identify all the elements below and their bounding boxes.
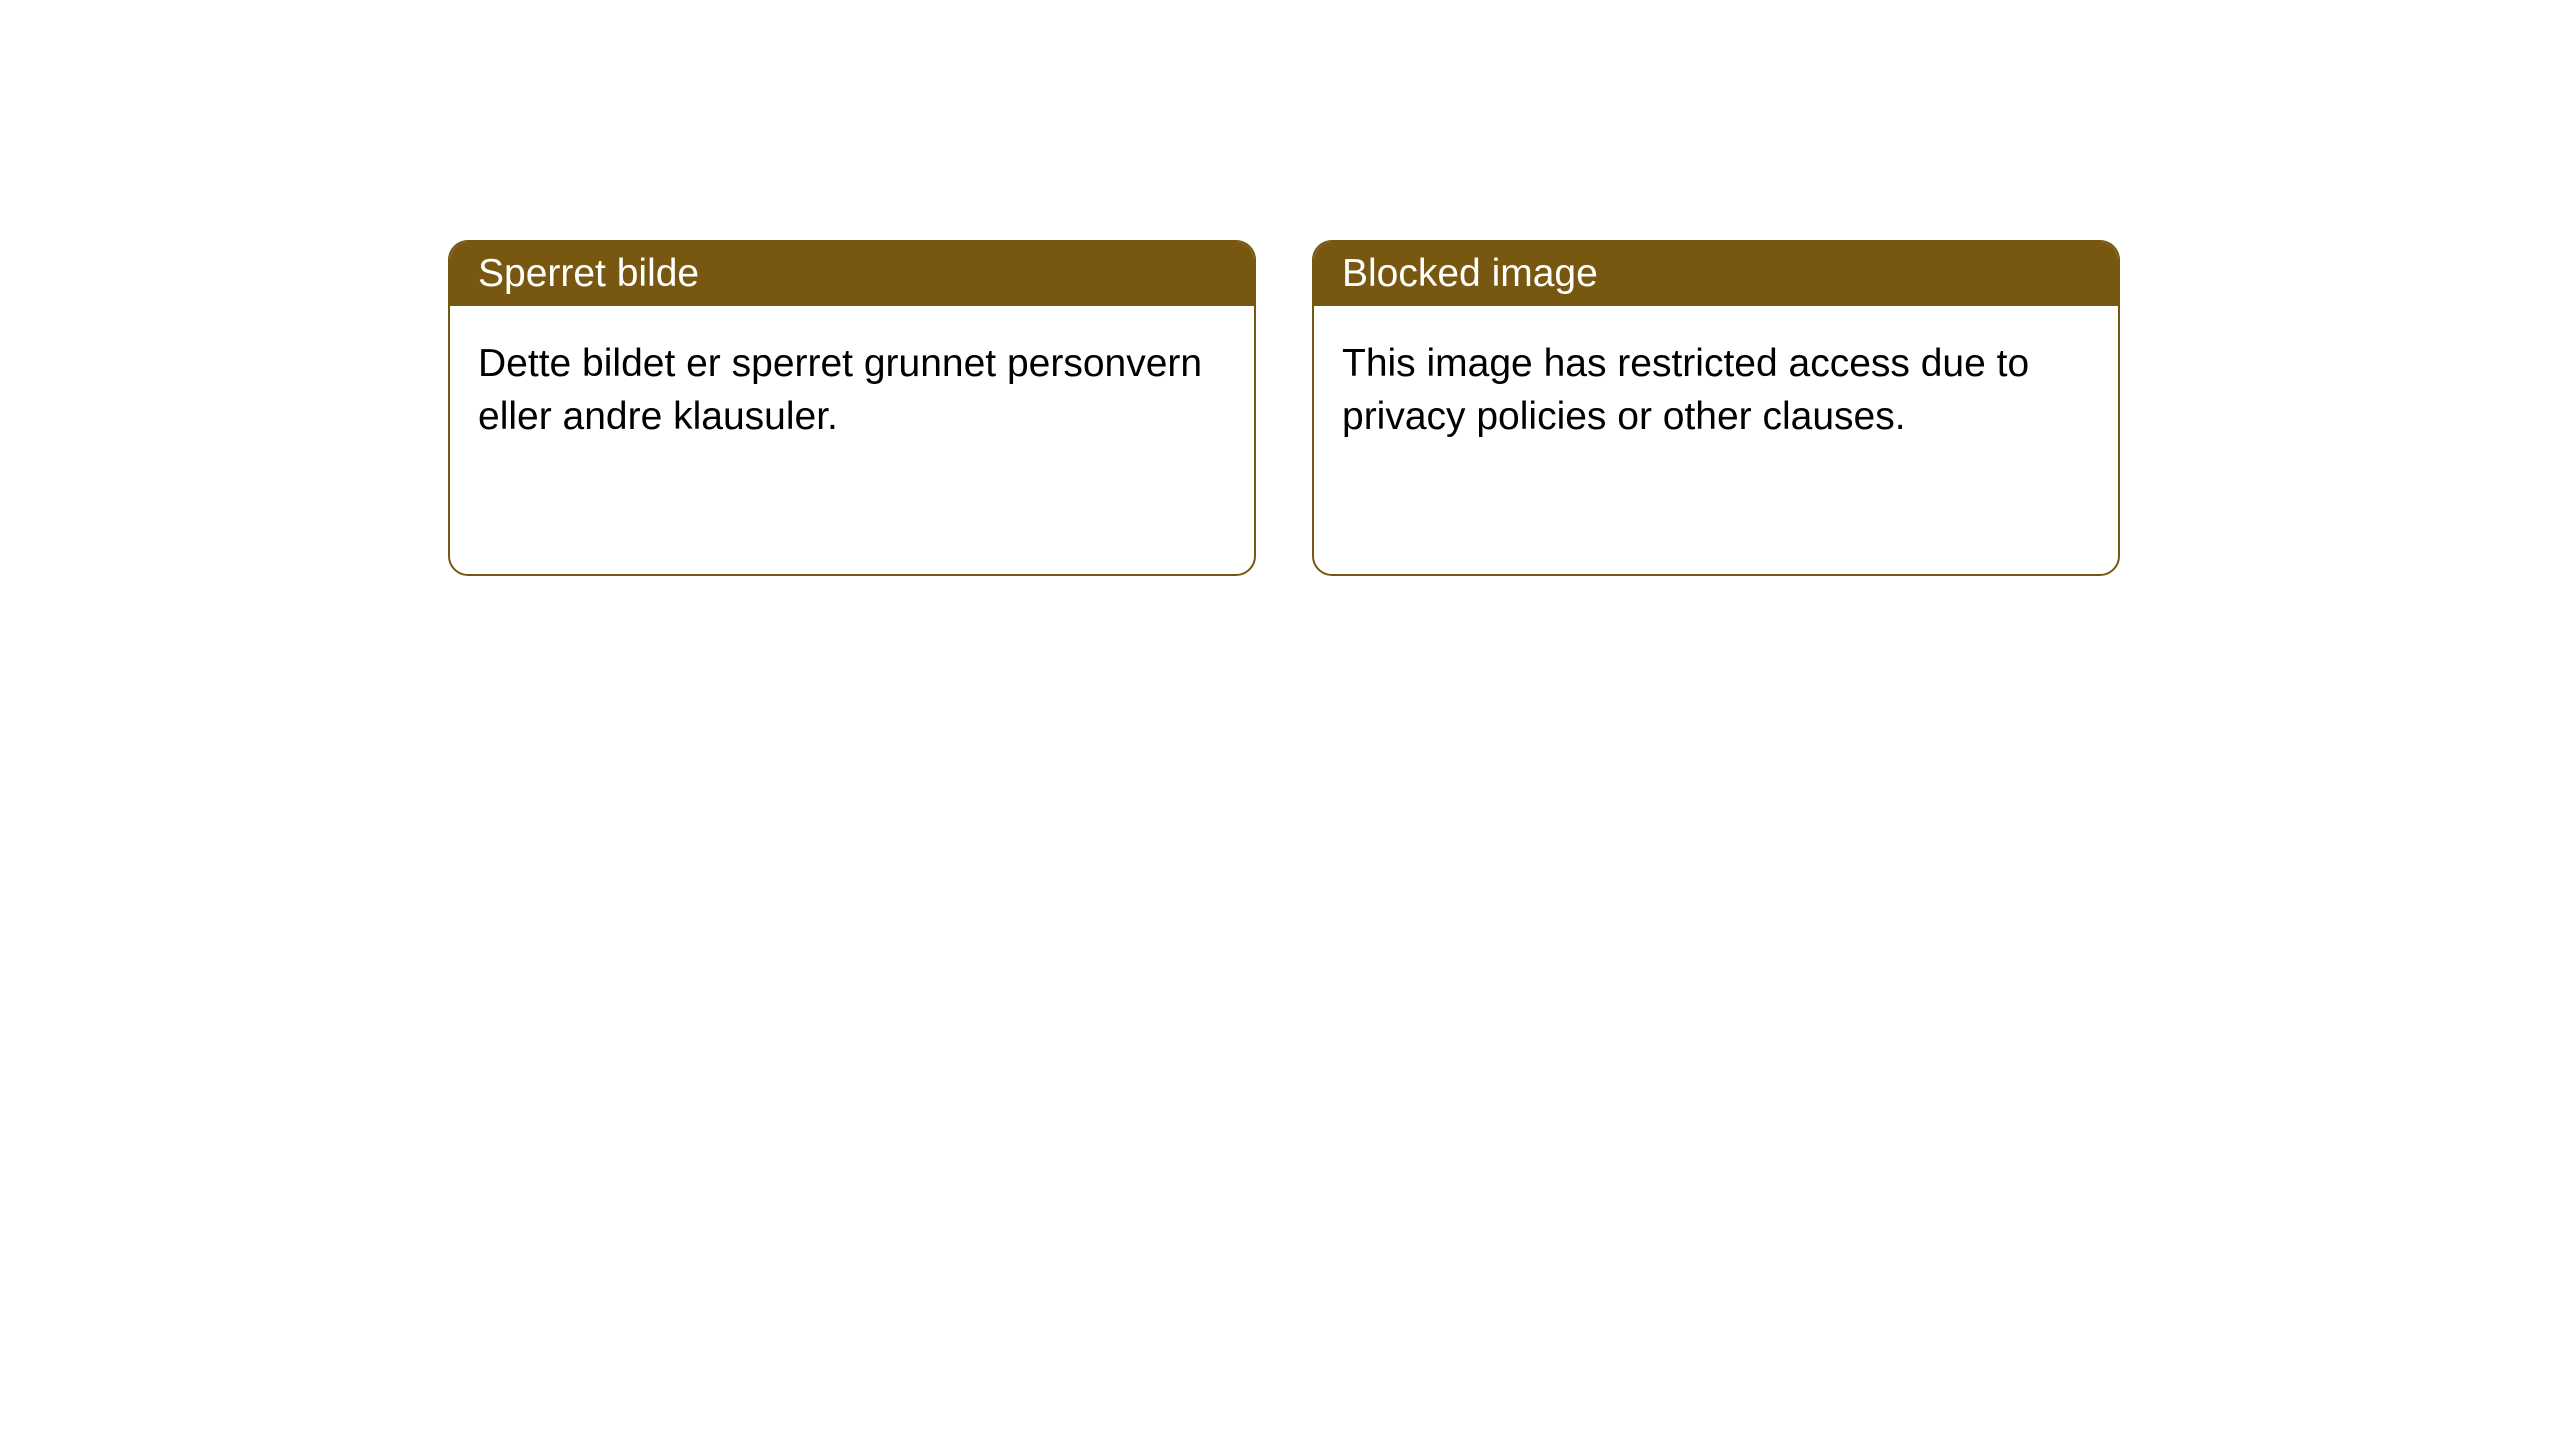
card-container: Sperret bilde Dette bildet er sperret gr…: [0, 0, 2560, 576]
card-body-en: This image has restricted access due to …: [1314, 306, 2118, 475]
card-header-en: Blocked image: [1314, 242, 2118, 306]
card-body-no: Dette bildet er sperret grunnet personve…: [450, 306, 1254, 475]
blocked-image-card-en: Blocked image This image has restricted …: [1312, 240, 2120, 576]
card-header-no: Sperret bilde: [450, 242, 1254, 306]
blocked-image-card-no: Sperret bilde Dette bildet er sperret gr…: [448, 240, 1256, 576]
